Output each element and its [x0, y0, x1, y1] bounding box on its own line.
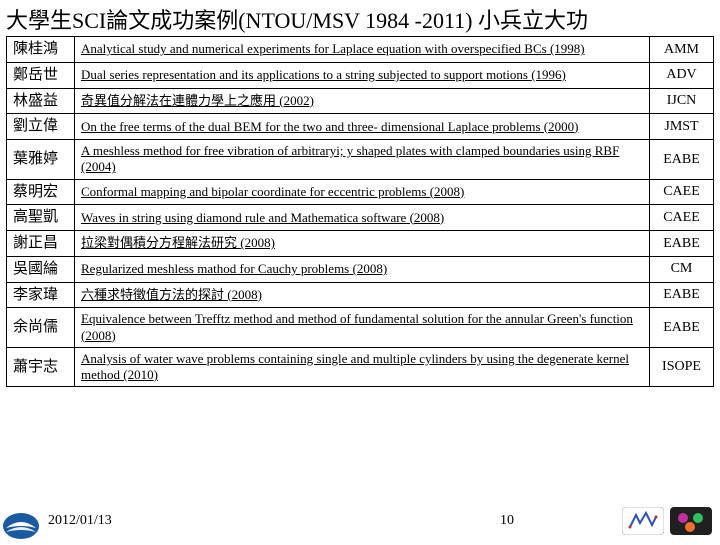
paper-year: (2008) [410, 210, 445, 225]
table-row: 高聖凱 Waves in string using diamond rule an… [7, 205, 714, 231]
author-name: 鄭岳世 [7, 62, 75, 88]
paper-year: (2008) [227, 287, 262, 302]
journal-abbrev: CAEE [650, 179, 714, 205]
paper-year: (1996) [531, 67, 566, 82]
paper-description: Regularized meshless mathod for Cauchy p… [75, 256, 650, 282]
table-row: 林盛益奇異值分解法在連體力學上之應用 (2002)IJCN [7, 88, 714, 114]
paper-year: (2010) [123, 367, 158, 382]
title-wrap: 大學生SCI論文成功案例(NTOU/MSV 1984 -2011) 小兵立大功 [0, 0, 720, 36]
paper-year: (2008) [353, 261, 388, 276]
paper-title-text: Analysis of water wave problems containi… [81, 351, 629, 382]
journal-abbrev: IJCN [650, 88, 714, 114]
table-row: 余尚儒 Equivalence between Trefftz method an… [7, 308, 714, 348]
journal-abbrev: ISOPE [650, 347, 714, 387]
author-name: 陳桂鴻 [7, 37, 75, 63]
paper-description: Analysis of water wave problems containi… [75, 347, 650, 387]
author-name: 葉雅婷 [7, 140, 75, 180]
paper-title-text: Waves in string using diamond rule and M… [81, 210, 406, 225]
paper-title-text: 六種求特徵值方法的探討 [81, 287, 224, 302]
paper-year: (2004) [81, 159, 116, 174]
table-row: 李家瑋六種求特徵值方法的探討 (2008)EABE [7, 282, 714, 308]
paper-year: (2008) [240, 235, 275, 250]
paper-description: 奇異值分解法在連體力學上之應用 (2002) [75, 88, 650, 114]
table-row: 陳桂鴻 Analytical study and numerical experi… [7, 37, 714, 63]
paper-description: 拉梁對偶積分方程解法研究 (2008) [75, 231, 650, 257]
table-row: 鄭岳世 Dual series representation and its ap… [7, 62, 714, 88]
paper-description: 六種求特徵值方法的探討 (2008) [75, 282, 650, 308]
paper-description: On the free terms of the dual BEM for th… [75, 114, 650, 140]
author-name: 高聖凱 [7, 205, 75, 231]
paper-description: Waves in string using diamond rule and M… [75, 205, 650, 231]
footer: 2012/01/13 10 [0, 506, 720, 536]
footer-date: 2012/01/13 [48, 513, 112, 529]
paper-description: Dual series representation and its appli… [75, 62, 650, 88]
paper-title-text: 奇異值分解法在連體力學上之應用 [81, 93, 276, 108]
paper-year: (2000) [544, 119, 579, 134]
footer-page-number: 10 [500, 513, 514, 529]
paper-year: (2008) [81, 328, 116, 343]
author-name: 余尚儒 [7, 308, 75, 348]
paper-description: Conformal mapping and bipolar coordinate… [75, 179, 650, 205]
slide-page: 大學生SCI論文成功案例(NTOU/MSV 1984 -2011) 小兵立大功 … [0, 0, 720, 540]
paper-year: (2008) [430, 184, 465, 199]
paper-year: (2002) [279, 93, 314, 108]
paper-title-text: 拉梁對偶積分方程解法研究 [81, 235, 237, 250]
paper-description: Analytical study and numerical experimen… [75, 37, 650, 63]
paper-title-text: Dual series representation and its appli… [81, 67, 528, 82]
paper-title-text: Conformal mapping and bipolar coordinate… [81, 184, 426, 199]
paper-title-text: On the free terms of the dual BEM for th… [81, 119, 541, 134]
author-name: 吳國綸 [7, 256, 75, 282]
author-name: 蕭宇志 [7, 347, 75, 387]
journal-abbrev: CM [650, 256, 714, 282]
journal-abbrev: AMM [650, 37, 714, 63]
footer-logo-1-icon [622, 507, 664, 535]
table-row: 蔡明宏 Conformal mapping and bipolar coordin… [7, 179, 714, 205]
footer-logo-2-icon [670, 507, 712, 535]
author-name: 林盛益 [7, 88, 75, 114]
table-row: 吳國綸 Regularized meshless mathod for Cauch… [7, 256, 714, 282]
paper-description: A meshless method for free vibration of … [75, 140, 650, 180]
paper-year: (1998) [550, 41, 585, 56]
table-row: 蕭宇志Analysis of water wave problems conta… [7, 347, 714, 387]
page-title: 大學生SCI論文成功案例(NTOU/MSV 1984 -2011) 小兵立大功 [6, 3, 714, 35]
paper-title-text: Regularized meshless mathod for Cauchy p… [81, 261, 349, 276]
journal-abbrev: EABE [650, 282, 714, 308]
case-table: 陳桂鴻 Analytical study and numerical experi… [6, 36, 714, 387]
journal-abbrev: ADV [650, 62, 714, 88]
journal-abbrev: EABE [650, 140, 714, 180]
paper-title-text: Analytical study and numerical experimen… [81, 41, 547, 56]
author-name: 李家瑋 [7, 282, 75, 308]
author-name: 蔡明宏 [7, 179, 75, 205]
journal-abbrev: CAEE [650, 205, 714, 231]
journal-abbrev: JMST [650, 114, 714, 140]
table-row: 謝正昌拉梁對偶積分方程解法研究 (2008)EABE [7, 231, 714, 257]
table-row: 劉立偉 On the free terms of the dual BEM for… [7, 114, 714, 140]
author-name: 劉立偉 [7, 114, 75, 140]
paper-title-text: Equivalence between Trefftz method and m… [81, 311, 633, 326]
table-row: 葉雅婷 A meshless method for free vibration … [7, 140, 714, 180]
author-name: 謝正昌 [7, 231, 75, 257]
journal-abbrev: EABE [650, 231, 714, 257]
paper-title-text: A meshless method for free vibration of … [81, 143, 619, 158]
paper-description: Equivalence between Trefftz method and m… [75, 308, 650, 348]
journal-abbrev: EABE [650, 308, 714, 348]
footer-logos [622, 507, 712, 535]
